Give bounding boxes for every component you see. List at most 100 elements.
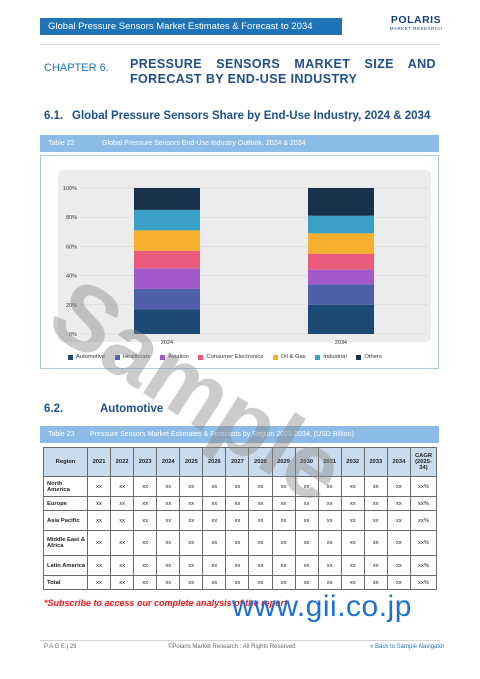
value-cell: xx: [317, 496, 342, 511]
value-cell: xx: [133, 510, 158, 531]
value-cell: xx: [386, 530, 412, 556]
value-cell: xx: [179, 555, 204, 576]
x-tick-label: 2024: [161, 340, 173, 346]
value-cell: xx%: [410, 510, 437, 531]
bar-segment-oil-gas: [308, 233, 374, 254]
chapter-title-line2: FORECAST BY END-USE INDUSTRY: [130, 72, 358, 86]
value-cell: xx: [340, 510, 365, 531]
value-cell: xx: [179, 476, 204, 497]
gii-website-logo: www.gii.co.jp: [232, 590, 412, 623]
value-cell: xx: [317, 575, 342, 590]
value-cell: xx: [271, 476, 296, 497]
bar-segment-aviation: [134, 268, 200, 289]
region-cell: Europe: [43, 496, 88, 511]
value-cell: xx: [202, 555, 227, 576]
value-cell: xx: [110, 530, 135, 556]
value-cell: xx: [271, 496, 296, 511]
y-tick-label: 80%: [66, 215, 77, 221]
value-cell: xx: [317, 476, 342, 497]
table-23-title: Pressure Sensors Market Estimates & Fore…: [90, 431, 354, 438]
region-cell: Total: [43, 575, 88, 590]
bar-segment-others: [134, 188, 200, 210]
value-cell: xx: [248, 476, 273, 497]
value-cell: xx: [133, 496, 158, 511]
column-header: 2034: [386, 447, 412, 477]
back-to-navigator-link[interactable]: « Back to Sample Navigator: [370, 644, 445, 650]
value-cell: xx: [133, 575, 158, 590]
value-cell: xx: [202, 530, 227, 556]
value-cell: xx: [294, 496, 319, 511]
value-cell: xx%: [410, 555, 437, 576]
value-cell: xx%: [410, 476, 437, 497]
page-number: P A G E | 29: [44, 644, 77, 650]
value-cell: xx: [156, 555, 181, 576]
value-cell: xx: [386, 575, 412, 590]
value-cell: xx: [86, 510, 112, 531]
value-cell: xx: [110, 476, 135, 497]
logo-sub-text: MARKET RESEARCH: [389, 26, 443, 31]
y-tick-label: 60%: [66, 244, 77, 250]
bar-segment-consumer-electronics: [134, 250, 200, 269]
region-cell: Middle East & Africa: [43, 530, 88, 556]
table-22-number: Table 22: [48, 140, 75, 147]
value-cell: xx: [248, 530, 273, 556]
column-header: 2024: [156, 447, 181, 477]
chapter-number: CHAPTER 6.: [44, 62, 109, 74]
bar-segment-aviation: [308, 269, 374, 285]
legend-consumer-electronics: Consumer Electronics: [198, 354, 263, 360]
value-cell: xx: [225, 575, 250, 590]
table-22-caption: Table 22 Global Pressure Sensors End-Use…: [40, 135, 439, 152]
table-row: Asia Pacific xx xx xx xx xx xx xx xx xx xx xx xx xx xx…: [43, 510, 437, 531]
legend-label: Aviation: [168, 354, 189, 360]
value-cell: xx: [202, 476, 227, 497]
value-cell: xx: [133, 555, 158, 576]
value-cell: xx: [363, 555, 388, 576]
y-tick-label: 100%: [63, 186, 77, 192]
value-cell: xx: [363, 476, 388, 497]
table-22-title: Global Pressure Sensors End-Use Industry…: [102, 140, 306, 147]
value-cell: xx: [386, 555, 412, 576]
value-cell: xx: [110, 575, 135, 590]
value-cell: xx: [271, 555, 296, 576]
value-cell: xx: [156, 510, 181, 531]
bar-segment-automotive: [134, 309, 200, 334]
legend-healthcare: Healthcare: [114, 354, 151, 360]
value-cell: xx: [156, 575, 181, 590]
column-header: 2026: [202, 447, 227, 477]
section-6-2-title: Automotive: [100, 403, 164, 415]
value-cell: xx: [386, 496, 412, 511]
table-row: Total xx xx xx xx xx xx xx xx xx xx xx xx xx xx xx%: [43, 575, 437, 590]
value-cell: xx: [202, 496, 227, 511]
bar-segment-others: [308, 188, 374, 216]
bar-segment-industrial: [134, 209, 200, 231]
value-cell: xx: [156, 530, 181, 556]
value-cell: xx: [202, 575, 227, 590]
column-header: 2025: [179, 447, 204, 477]
column-header: 2031: [317, 447, 342, 477]
value-cell: xx: [340, 476, 365, 497]
value-cell: xx: [340, 496, 365, 511]
value-cell: xx: [225, 555, 250, 576]
value-cell: xx: [340, 575, 365, 590]
y-tick-label: 20%: [66, 303, 77, 309]
legend-label: Industrial: [323, 354, 347, 360]
value-cell: xx: [156, 476, 181, 497]
legend-automotive: Automotive: [68, 354, 105, 360]
value-cell: xx: [86, 555, 112, 576]
value-cell: xx: [363, 510, 388, 531]
column-header: CAGR (2025-34): [410, 447, 437, 477]
region-cell: North America: [43, 476, 88, 497]
value-cell: xx: [225, 530, 250, 556]
value-cell: xx: [248, 575, 273, 590]
subscribe-link[interactable]: *Subscribe to access our complete analys…: [44, 598, 288, 608]
value-cell: xx: [133, 476, 158, 497]
legend-label: Oil & Gas: [280, 354, 306, 360]
value-cell: xx: [179, 530, 204, 556]
value-cell: xx: [294, 476, 319, 497]
value-cell: xx: [294, 530, 319, 556]
copyright-text: ©Polaris Market Research : All Rights Re…: [168, 644, 296, 650]
value-cell: xx: [225, 496, 250, 511]
bar-segment-industrial: [308, 215, 374, 234]
region-cell: Asia Pacific: [43, 510, 88, 531]
value-cell: xx: [317, 555, 342, 576]
